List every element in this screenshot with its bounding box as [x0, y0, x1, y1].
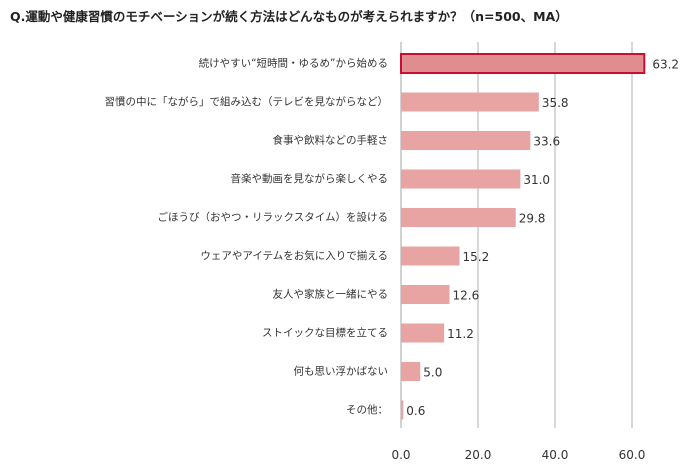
bar-4 [401, 208, 516, 227]
category-label-8: 何も思い浮かばない [294, 365, 389, 378]
bar-0 [400, 53, 646, 74]
bar-7 [401, 323, 445, 343]
value-label-7: 11.2 [447, 327, 474, 341]
value-label-1: 35.8 [542, 96, 569, 110]
bar-6 [401, 285, 450, 304]
value-label-3: 31.0 [523, 173, 550, 187]
bar-8 [401, 362, 421, 381]
chart-title: Q.運動や健康習慣のモチベーションが続く方法はどんなものが考えられますか？（n=… [10, 9, 568, 24]
value-label-5: 15.2 [463, 250, 490, 264]
category-label-0: 続けやすい“短時間・ゆるめ”から始める [199, 57, 388, 70]
category-label-2: 食事や飲料などの手軽さ [273, 134, 389, 147]
tick-label-0: 0.0 [391, 448, 410, 462]
bar-1 [401, 92, 539, 112]
value-label-8: 5.0 [423, 366, 442, 380]
category-label-9: その他： [346, 403, 388, 416]
category-label-1: 習慣の中に「ながら」で組み込む（テレビを見ながらなど） [105, 95, 389, 108]
bar-3 [401, 169, 521, 189]
value-label-2: 33.6 [533, 135, 560, 149]
value-label-4: 29.8 [519, 212, 546, 226]
value-label-9: 0.6 [406, 404, 425, 418]
tick-label-2: 40.0 [542, 448, 569, 462]
category-label-5: ウェアやアイテムをお気に入りで揃える [200, 249, 388, 262]
value-label-0: 63.2 [652, 58, 679, 72]
category-label-7: ストイックな目標を立てる [262, 326, 388, 339]
tick-label-3: 60.0 [619, 448, 646, 462]
category-label-4: ごほうび（おやつ・リラックスタイム）を設ける [158, 211, 388, 224]
category-label-6: 友人や家族と一緒にやる [273, 288, 389, 301]
tick-label-1: 20.0 [465, 448, 492, 462]
value-label-6: 12.6 [453, 289, 480, 303]
bar-2 [401, 131, 531, 150]
bar-5 [401, 246, 460, 266]
bar-9 [401, 400, 404, 420]
category-label-3: 音楽や動画を見ながら楽しくやる [231, 172, 389, 185]
